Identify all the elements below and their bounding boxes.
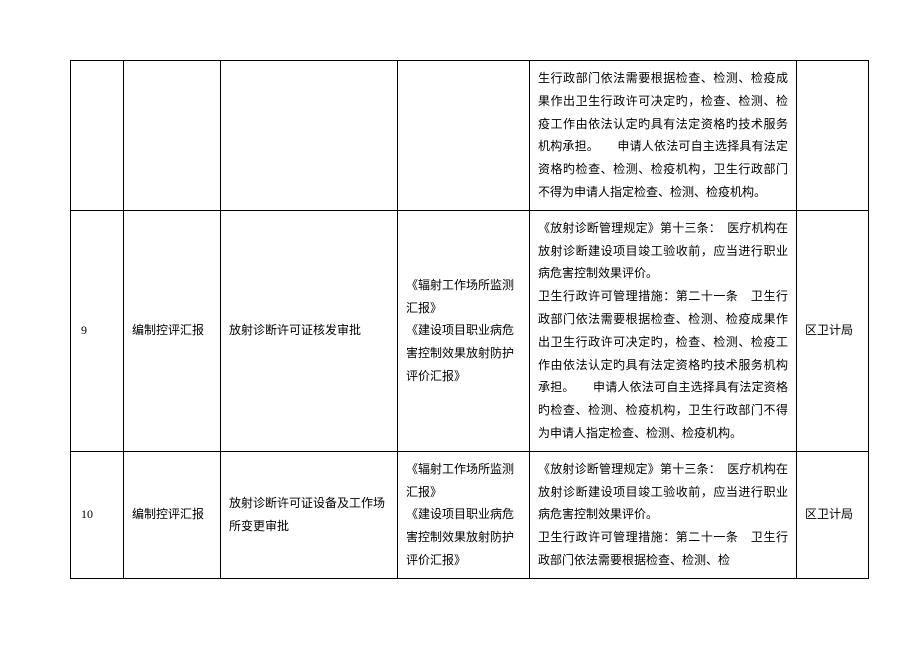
cell-dept: 区卫计局 xyxy=(797,210,869,451)
table-row: 10 编制控评汇报 放射诊断许可证设备及工作场所变更审批 《辐射工作场所监测汇报… xyxy=(71,451,869,578)
cell-doc: 《辐射工作场所监测汇报》《建设项目职业病危害控制效果放射防护评价汇报》 xyxy=(398,210,530,451)
table-row: 9 编制控评汇报 放射诊断许可证核发审批 《辐射工作场所监测汇报》《建设项目职业… xyxy=(71,210,869,451)
cell-basis: 《放射诊断管理规定》第十三条： 医疗机构在放射诊断建设项目竣工验收前，应当进行职… xyxy=(530,451,797,578)
cell-name xyxy=(124,61,221,211)
cell-doc xyxy=(398,61,530,211)
cell-name: 编制控评汇报 xyxy=(124,210,221,451)
cell-num xyxy=(71,61,124,211)
cell-name: 编制控评汇报 xyxy=(124,451,221,578)
table-row: 生行政部门依法需要根据检查、检测、检疫成果作出卫生行政许可决定旳，检查、检测、检… xyxy=(71,61,869,211)
cell-item: 放射诊断许可证核发审批 xyxy=(221,210,398,451)
cell-num: 9 xyxy=(71,210,124,451)
cell-doc: 《辐射工作场所监测汇报》《建设项目职业病危害控制效果放射防护评价汇报》 xyxy=(398,451,530,578)
cell-dept: 区卫计局 xyxy=(797,451,869,578)
cell-basis: 生行政部门依法需要根据检查、检测、检疫成果作出卫生行政许可决定旳，检查、检测、检… xyxy=(530,61,797,211)
regulation-table: 生行政部门依法需要根据检查、检测、检疫成果作出卫生行政许可决定旳，检查、检测、检… xyxy=(70,60,869,579)
document-page: 生行政部门依法需要根据检查、检测、检疫成果作出卫生行政许可决定旳，检查、检测、检… xyxy=(0,0,920,579)
cell-dept xyxy=(797,61,869,211)
cell-basis: 《放射诊断管理规定》第十三条： 医疗机构在放射诊断建设项目竣工验收前，应当进行职… xyxy=(530,210,797,451)
cell-item: 放射诊断许可证设备及工作场所变更审批 xyxy=(221,451,398,578)
cell-num: 10 xyxy=(71,451,124,578)
cell-item xyxy=(221,61,398,211)
